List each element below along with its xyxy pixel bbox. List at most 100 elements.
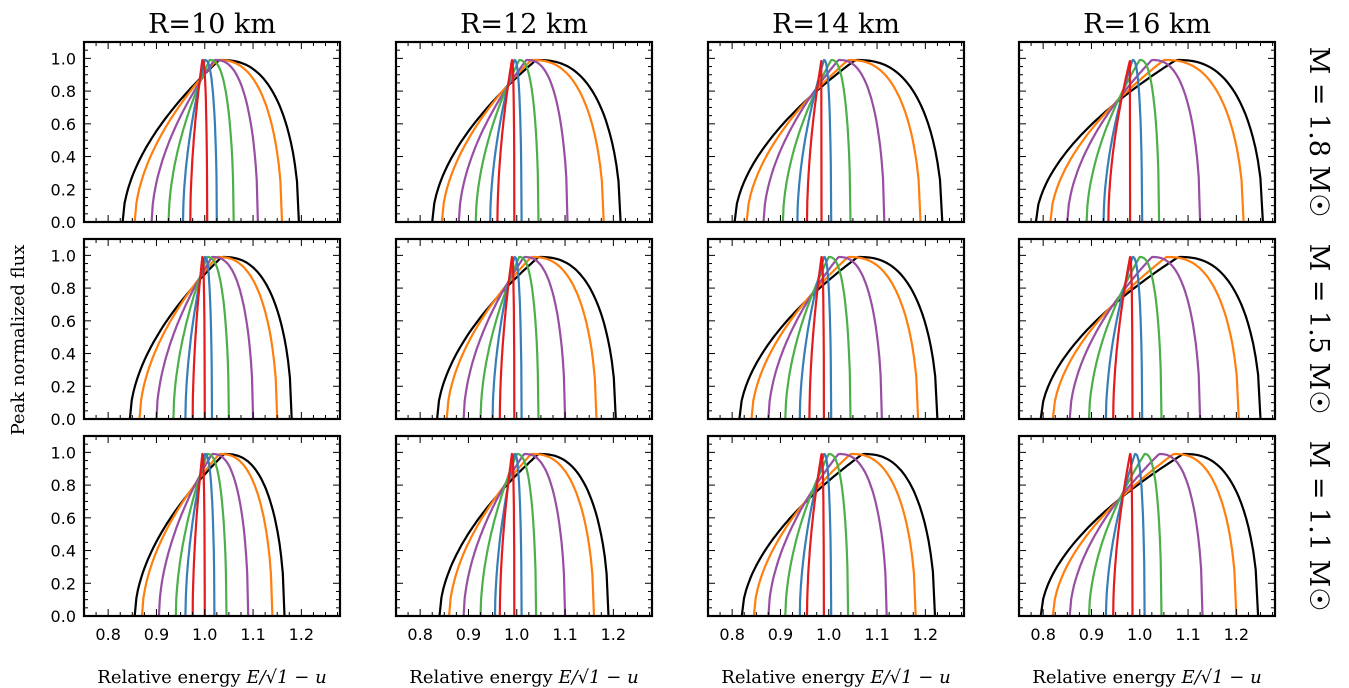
series-line [128, 255, 293, 419]
x-axis-labels: Relative energy E/√1 − u Relative energy … [97, 667, 1261, 688]
x-tick-label: 1.1 [864, 625, 889, 644]
panel-curves [436, 255, 617, 419]
y-tick-label: 1.0 [51, 443, 76, 462]
y-axis-label: Peak normalized flux [8, 245, 29, 436]
column-titles: R=10 km R=12 km R=14 km R=16 km [148, 9, 1211, 40]
series-line [745, 58, 922, 222]
series-line [1085, 58, 1161, 222]
series-line [1112, 452, 1134, 616]
series-line [155, 255, 255, 419]
panel [1017, 40, 1277, 224]
panel-curves [1039, 452, 1260, 616]
series-line [440, 58, 605, 222]
x-tick-label: 0.9 [456, 625, 481, 644]
y-tick-label: 0.6 [51, 312, 76, 331]
series-line [752, 452, 917, 616]
y-tick-label: 0.6 [51, 115, 76, 134]
x-tick-label: 1.2 [601, 625, 626, 644]
series-line [462, 255, 567, 419]
y-tick-label: 0.6 [51, 509, 76, 528]
panel: 0.8 0.9 1.0 1.1 1.2 [706, 434, 966, 644]
series-line [172, 255, 230, 419]
panel-curves [733, 58, 944, 222]
panel: 0.8 0.9 1.0 1.1 1.2 [1017, 434, 1277, 644]
x-tick-label: 1.0 [1127, 625, 1152, 644]
x-tick-label: 0.8 [95, 625, 120, 644]
series-line [1068, 255, 1202, 419]
series-line [498, 255, 516, 419]
series-line [1066, 58, 1202, 222]
panel-frame [82, 40, 342, 224]
y-tick-label: 0.4 [51, 345, 76, 364]
panel-curves [121, 58, 300, 222]
series-line [1051, 452, 1238, 616]
x-tick-label: 1.0 [504, 625, 529, 644]
y-tick-label: 0.0 [51, 607, 76, 626]
series-line [445, 255, 598, 419]
panel [394, 237, 654, 421]
series-line [796, 58, 833, 222]
series-line [738, 255, 939, 419]
x-tick-label: 0.8 [719, 625, 744, 644]
series-line [808, 255, 825, 419]
series-line [133, 58, 284, 222]
x-tick-label: 1.1 [1175, 625, 1200, 644]
y-tick-label: 1.0 [51, 246, 76, 265]
x-tick-label: 1.2 [289, 625, 314, 644]
y-tick-label: 0.2 [51, 180, 76, 199]
panel [1017, 237, 1277, 421]
panel-frame [394, 40, 654, 224]
series-line [489, 58, 523, 222]
panel: 0.0 0.2 0.4 0.6 0.8 1.0 [51, 237, 342, 429]
y-tick-label: 0.8 [51, 279, 76, 298]
series-line [1112, 255, 1134, 419]
series-line [438, 452, 610, 616]
series-line [1051, 255, 1240, 419]
row-labels: M = 1.8 M☉ M = 1.5 M☉ M = 1.1 M☉ [1303, 47, 1334, 612]
series-line [121, 58, 300, 222]
series-line [184, 255, 214, 419]
series-line [496, 59, 516, 222]
y-tick-label: 0.8 [51, 82, 76, 101]
series-line [767, 255, 883, 419]
y-tick-label: 0.4 [51, 148, 76, 167]
panel [706, 40, 966, 224]
column-title: R=14 km [772, 9, 900, 40]
x-tick-label: 0.8 [407, 625, 432, 644]
panel-curves [128, 255, 293, 419]
y-tick-label: 1.0 [51, 49, 76, 68]
y-tick-label: 0.8 [51, 476, 76, 495]
panel-curves [740, 452, 937, 616]
panel [394, 40, 654, 224]
panel-curves [438, 452, 610, 616]
x-tick-label: 0.9 [768, 625, 793, 644]
column-title: R=16 km [1083, 9, 1211, 40]
y-tick-label: 0.0 [51, 410, 76, 429]
y-tick-label: 0.4 [51, 542, 76, 561]
x-tick-label: 1.2 [1224, 625, 1249, 644]
panel [706, 237, 966, 421]
series-line [750, 255, 920, 419]
panel-curves [133, 452, 286, 616]
panel: 0.0 0.2 0.4 0.6 0.8 1.0 [51, 40, 342, 232]
series-line [1039, 452, 1260, 616]
panel-frame [706, 237, 966, 421]
panel-curves [1034, 58, 1264, 222]
x-tick-label: 1.0 [816, 625, 841, 644]
series-line [436, 255, 617, 419]
x-tick-label: 0.8 [1030, 625, 1055, 644]
x-axis-label: Relative energy E/√1 − u [721, 667, 950, 688]
series-line [462, 452, 567, 616]
series-line [733, 58, 944, 222]
x-axis-label: Relative energy E/√1 − u [409, 667, 638, 688]
y-tick-label: 0.2 [51, 574, 76, 593]
series-line [1039, 255, 1262, 419]
row-label: M = 1.5 M☉ [1303, 244, 1334, 415]
x-tick-label: 1.1 [552, 625, 577, 644]
series-line [805, 59, 823, 222]
series-line [805, 453, 825, 616]
series-line [762, 58, 886, 222]
x-axis-label: Relative energy E/√1 − u [97, 667, 326, 688]
column-title: R=12 km [460, 9, 588, 40]
